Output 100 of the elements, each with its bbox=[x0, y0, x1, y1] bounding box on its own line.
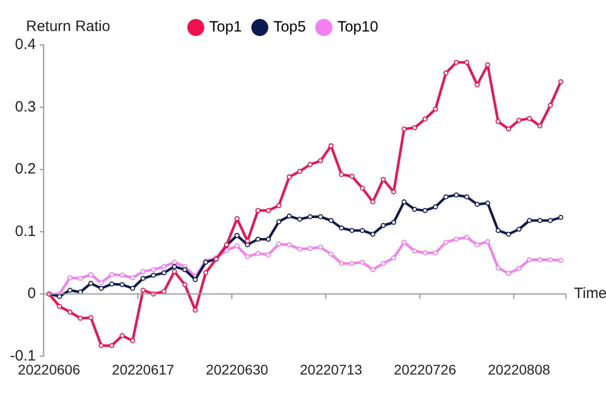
y-tick-label: 0.4 bbox=[14, 36, 36, 54]
point bbox=[422, 250, 428, 256]
x-tick-label: 20220713 bbox=[300, 361, 362, 378]
point bbox=[558, 258, 564, 263]
point bbox=[109, 282, 114, 286]
point bbox=[496, 228, 501, 233]
point bbox=[454, 236, 459, 242]
point bbox=[360, 228, 365, 233]
point bbox=[464, 194, 470, 200]
point bbox=[548, 102, 553, 108]
point bbox=[537, 123, 542, 128]
point bbox=[370, 232, 376, 237]
x-axis-title: Time bbox=[574, 285, 606, 302]
point bbox=[109, 343, 114, 348]
point bbox=[432, 250, 438, 256]
point bbox=[234, 244, 240, 249]
y-tick-label: 0.1 bbox=[14, 222, 36, 240]
point bbox=[548, 257, 553, 262]
point bbox=[297, 246, 302, 252]
point bbox=[88, 272, 94, 278]
point bbox=[391, 189, 396, 194]
x-tick-label: 20220726 bbox=[394, 361, 456, 378]
point bbox=[338, 172, 344, 177]
point bbox=[120, 272, 125, 278]
point bbox=[516, 226, 522, 232]
point bbox=[255, 251, 260, 256]
point bbox=[526, 116, 532, 121]
point bbox=[318, 244, 324, 250]
point bbox=[120, 282, 125, 288]
point bbox=[328, 252, 334, 257]
point bbox=[485, 200, 490, 206]
point bbox=[548, 218, 553, 224]
point bbox=[496, 119, 501, 124]
point bbox=[286, 214, 292, 219]
point bbox=[526, 257, 532, 262]
point bbox=[464, 60, 470, 65]
point bbox=[161, 288, 166, 294]
point bbox=[57, 304, 62, 309]
y-tick-label: 0.3 bbox=[14, 98, 36, 116]
x-tick-label: 20220808 bbox=[488, 361, 550, 378]
point bbox=[88, 315, 94, 320]
point bbox=[286, 174, 292, 180]
point bbox=[234, 232, 240, 238]
point bbox=[276, 203, 282, 208]
x-tick-label: 20220617 bbox=[112, 361, 174, 378]
point bbox=[474, 242, 480, 248]
point bbox=[391, 220, 396, 225]
point bbox=[402, 240, 407, 245]
point bbox=[412, 206, 418, 212]
point bbox=[297, 216, 302, 222]
point bbox=[78, 276, 83, 281]
point bbox=[130, 338, 136, 344]
point bbox=[443, 194, 448, 200]
point bbox=[485, 62, 490, 68]
y-tick-label: 0 bbox=[28, 285, 36, 302]
point bbox=[496, 265, 501, 270]
point bbox=[151, 272, 156, 278]
point bbox=[161, 264, 166, 270]
point bbox=[151, 267, 156, 272]
legend-label: Top10 bbox=[337, 18, 378, 36]
point bbox=[109, 272, 114, 278]
point bbox=[391, 255, 396, 260]
point bbox=[349, 260, 354, 266]
point bbox=[474, 202, 480, 207]
point bbox=[192, 308, 198, 313]
point bbox=[244, 254, 250, 260]
x-tick-label: 20220630 bbox=[206, 361, 268, 378]
point bbox=[286, 242, 292, 248]
point bbox=[78, 316, 83, 321]
legend-label: Top5 bbox=[273, 18, 306, 36]
point bbox=[308, 162, 313, 167]
point bbox=[67, 275, 72, 280]
point bbox=[506, 126, 512, 132]
point bbox=[255, 236, 260, 242]
point bbox=[172, 269, 177, 274]
point bbox=[349, 174, 354, 179]
point bbox=[182, 267, 188, 272]
y-tick-label: 0.2 bbox=[14, 160, 36, 178]
point bbox=[88, 280, 94, 286]
point bbox=[224, 248, 230, 253]
point bbox=[432, 106, 438, 112]
point bbox=[318, 214, 324, 220]
point bbox=[328, 218, 334, 224]
point bbox=[402, 199, 407, 204]
point bbox=[443, 240, 448, 245]
point bbox=[308, 246, 313, 252]
point bbox=[308, 214, 313, 220]
point bbox=[318, 158, 324, 164]
point bbox=[172, 264, 177, 270]
point bbox=[380, 222, 386, 228]
point bbox=[266, 208, 271, 214]
y-axis-title: Return Ratio bbox=[26, 18, 110, 35]
point bbox=[506, 232, 512, 237]
point bbox=[297, 168, 302, 174]
point bbox=[276, 242, 282, 247]
point bbox=[172, 260, 177, 265]
point bbox=[360, 260, 365, 265]
point bbox=[370, 199, 376, 204]
point bbox=[485, 239, 490, 244]
point bbox=[338, 260, 344, 266]
